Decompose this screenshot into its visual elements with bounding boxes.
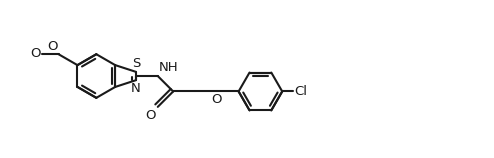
Text: O: O [31, 47, 41, 60]
Text: O: O [47, 40, 58, 53]
Text: Cl: Cl [294, 85, 307, 98]
Text: O: O [145, 109, 156, 122]
Text: N: N [131, 82, 141, 95]
Text: O: O [211, 93, 222, 106]
Text: NH: NH [159, 61, 178, 74]
Text: S: S [132, 57, 140, 70]
